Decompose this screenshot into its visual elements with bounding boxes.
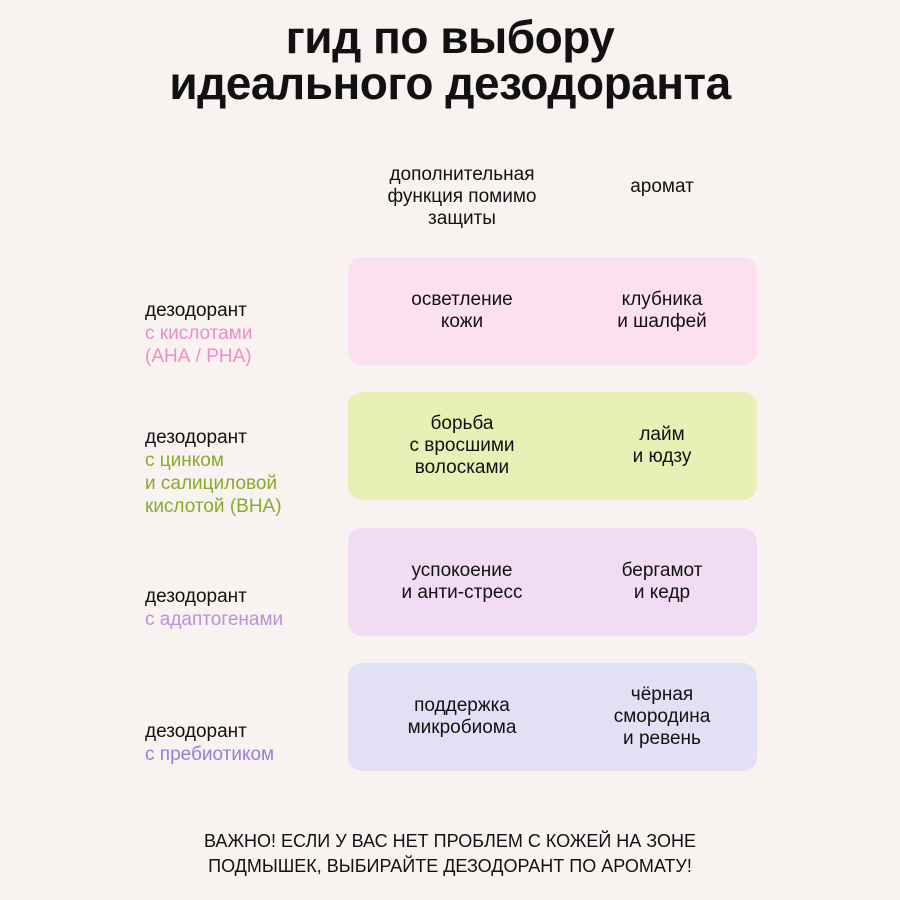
row-label-type: с адаптогенами bbox=[145, 609, 284, 630]
row-label-prefix: дезодорант bbox=[145, 586, 247, 607]
card-row: поддержка микробиома чёрная смородина и … bbox=[348, 663, 757, 771]
row-label: дезодорант с адаптогенами bbox=[145, 562, 345, 654]
row-label-prefix: дезодорант bbox=[145, 721, 247, 742]
row-label-type: с кислотами (АНА / РНА) bbox=[145, 323, 253, 367]
column-header-scent: аромат bbox=[630, 176, 694, 197]
card-row: успокоение и анти-стресс бергамот и кедр bbox=[348, 528, 757, 636]
row-label-type: с цинком и салициловой кислотой (ВНА) bbox=[145, 450, 282, 517]
row-label-prefix: дезодорант bbox=[145, 300, 247, 321]
scent-cell: бергамот и кедр bbox=[621, 560, 703, 603]
row-label: дезодорант с цинком и салициловой кислот… bbox=[145, 403, 345, 541]
card-row: осветление кожи клубника и шалфей bbox=[348, 257, 757, 365]
card-row: борьба с вросшими волосками лайм и юдзу bbox=[348, 392, 757, 500]
scent-cell: чёрная смородина и ревень bbox=[613, 684, 711, 749]
footer-note: ВАЖНО! ЕСЛИ У ВАС НЕТ ПРОБЛЕМ С КОЖЕЙ НА… bbox=[204, 831, 696, 876]
function-cell: успокоение и анти-стресс bbox=[401, 560, 523, 603]
function-cell: борьба с вросшими волосками bbox=[409, 413, 515, 478]
row-label: дезодорант с кислотами (АНА / РНА) bbox=[145, 276, 345, 391]
function-cell: поддержка микробиома bbox=[407, 695, 517, 738]
row-label-type: с пребиотиком bbox=[145, 744, 275, 765]
row-label-prefix: дезодорант bbox=[145, 427, 247, 448]
page-title: гид по выбору идеального дезодоранта bbox=[169, 11, 731, 109]
scent-cell: лайм и юдзу bbox=[632, 424, 692, 467]
column-header-function: дополнительная функция помимо защиты bbox=[387, 164, 537, 229]
function-cell: осветление кожи bbox=[411, 289, 513, 332]
scent-cell: клубника и шалфей bbox=[617, 289, 707, 332]
row-label: дезодорант с пребиотиком bbox=[145, 697, 345, 789]
